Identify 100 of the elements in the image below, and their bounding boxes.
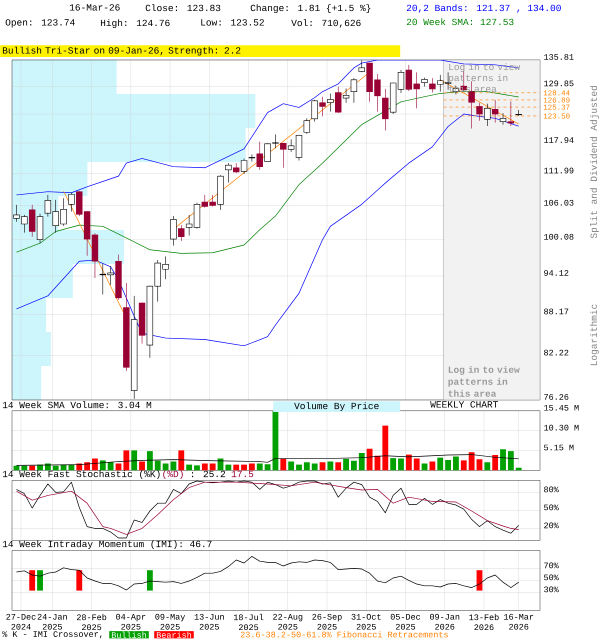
candlestick [272, 134, 279, 149]
bar [170, 462, 176, 470]
candlestick [492, 100, 498, 123]
text: High: 124.76 [100, 19, 170, 28]
bar [241, 464, 247, 470]
text: 16-Mar-26 [70, 4, 120, 11]
text: Low: 123.52 [201, 19, 264, 26]
x-tick-label: 31-Oct 2025 [352, 614, 381, 630]
text: Open: 123.74 [6, 19, 75, 28]
candlestick [256, 141, 263, 170]
bar [116, 463, 122, 470]
candlestick [225, 162, 232, 183]
y-tick-label: 100.08 [544, 234, 574, 240]
bar [264, 464, 271, 470]
y-tick-label: 80% [544, 486, 559, 492]
line-series [16, 454, 520, 466]
bar [366, 448, 373, 470]
bar [414, 458, 420, 470]
y-tick-label: 15.45 M [544, 404, 579, 411]
x-tick-label: 05-Dec 2025 [390, 614, 420, 630]
text: Change: 1.81 {+1.5 %} [250, 4, 370, 14]
bar [406, 454, 412, 470]
bar [390, 458, 396, 470]
candlestick [304, 118, 310, 134]
x-tick-label: 22-Aug 2025 [273, 614, 302, 630]
chart-title: 14 Week SMA Volume: 3.04 M [2, 401, 152, 408]
bar [374, 456, 380, 470]
bar [233, 464, 240, 470]
text: Bullish [112, 632, 146, 638]
y-tick-label: 135.81 [544, 54, 574, 60]
bar [296, 464, 302, 470]
x-tick-label: 09-Jan 2026 [430, 614, 460, 630]
x-tick-label: 27-Dec 2024 [6, 614, 36, 630]
chart-title: Bullish Tri-Star on 09-Jan-26, Strength: 2.2 [2, 46, 240, 56]
bar [304, 462, 310, 470]
candlestick [508, 101, 514, 126]
x-tick-label: 13-Feb 2026 [469, 614, 499, 630]
candlestick [36, 213, 44, 244]
bar [248, 463, 255, 470]
x-tick-label: 09-May 2025 [155, 614, 186, 630]
band-label: Log in to view patterns in this area [448, 366, 520, 397]
bar [288, 462, 294, 470]
bar [225, 464, 232, 470]
y-tick-label: 106.03 [544, 200, 574, 206]
y-tick-label: 88.17 [544, 308, 568, 314]
bar [108, 462, 114, 470]
text: 20 Week SMA: 127.53 [406, 18, 514, 26]
bar [320, 462, 326, 470]
bar [146, 451, 153, 470]
candlestick [319, 96, 326, 117]
x-tick-label: 18-Jul 2025 [234, 614, 264, 630]
bar [453, 456, 459, 470]
bar [139, 462, 145, 470]
candlestick [429, 78, 436, 93]
candlestick [68, 192, 75, 212]
line-series [16, 60, 520, 196]
bar [162, 463, 168, 470]
y-tick-label: 50% [544, 574, 559, 580]
bar [351, 460, 357, 470]
text: 23.6-38.2-50-61.8% Fibonacci Retracements [240, 631, 448, 638]
y-axis-title: Split and Dividend Adjusted [590, 86, 599, 238]
candlestick [28, 204, 36, 238]
text: Logarithmic [590, 304, 599, 366]
chart-title: 14 Week Fast Stochastic (%K) [2, 470, 160, 480]
y-tick-label: 20% [544, 522, 559, 528]
bar [422, 463, 428, 470]
x-tick-label: 13-Jun 2025 [194, 614, 224, 630]
y-tick-label: 94.12 [544, 270, 568, 276]
bar [186, 464, 192, 470]
bar [218, 458, 224, 470]
y-tick-label: 10.30 M [544, 424, 579, 431]
x-tick-label: 04-Apr 2025 [116, 614, 146, 630]
candlestick [335, 86, 342, 114]
text: WEEKLY CHART [430, 401, 498, 408]
bar [437, 458, 444, 470]
x-tick-label: 28-Feb 2025 [76, 614, 106, 630]
bar [343, 458, 349, 470]
legend-title: % K - IMI Crossover, [2, 631, 102, 638]
x-tick-label: 26-Sep 2025 [312, 614, 342, 630]
y-tick-label: 117.94 [544, 137, 574, 143]
annotation: Volume By Price [294, 402, 379, 412]
candlestick [350, 78, 358, 104]
text: 17.5 [232, 470, 254, 478]
bar [280, 458, 286, 470]
candlestick [327, 93, 334, 112]
candlestick [421, 77, 428, 87]
bar [429, 462, 436, 470]
x-tick-label: 24-Jan 2025 [38, 614, 67, 630]
bar [123, 450, 130, 470]
candlestick [311, 100, 318, 122]
text: : 25.2 [192, 470, 226, 478]
candlestick [382, 88, 389, 131]
y-tick-label: 129.85 [544, 80, 574, 86]
bar [508, 451, 514, 470]
y-tick-label: 5.15 M [544, 444, 574, 450]
candlestick [280, 142, 287, 168]
y-tick-label: 82.22 [544, 350, 568, 356]
chart-title: 14 Week Intraday Momentum (IMI): 46.7 [2, 540, 212, 550]
candlestick [342, 88, 350, 104]
text: Vol: 710,626 [291, 19, 361, 28]
